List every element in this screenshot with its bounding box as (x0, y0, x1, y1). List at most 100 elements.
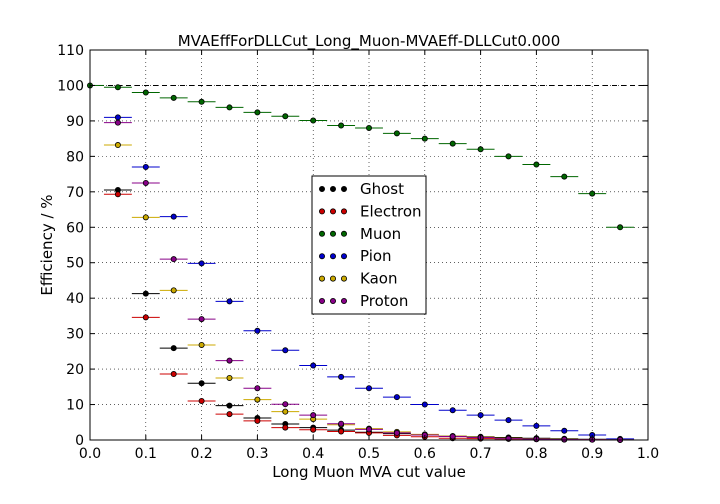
data-point (254, 396, 261, 403)
data-point (561, 436, 568, 443)
legend-box (311, 175, 427, 315)
data-series-layer (87, 82, 635, 443)
data-point (282, 408, 289, 415)
y-tick-label: 90 (66, 114, 84, 130)
data-point (338, 428, 345, 435)
data-point (170, 287, 177, 294)
x-tick-label: 0.7 (469, 446, 491, 462)
x-tick-label: 0.3 (246, 446, 268, 462)
legend-marker (329, 185, 336, 192)
x-tick-label: 0.4 (302, 446, 324, 462)
x-tick-label: 0.1 (135, 446, 157, 462)
data-point (561, 427, 568, 434)
data-point (114, 191, 121, 198)
data-point (142, 163, 149, 170)
y-tick-label: 60 (66, 220, 84, 236)
series-pion (103, 114, 635, 442)
data-point (226, 402, 233, 409)
data-point (226, 411, 233, 418)
legend-marker (340, 275, 347, 282)
y-tick-label: 70 (66, 185, 84, 201)
data-point (114, 142, 121, 149)
data-point (226, 374, 233, 381)
legend-marker (329, 230, 336, 237)
legend-marker (329, 208, 336, 215)
y-axis-label: Efficiency / % (38, 194, 56, 295)
x-tick-label: 1.0 (637, 446, 659, 462)
y-tick-label: 80 (66, 149, 84, 165)
legend-label: Ghost (360, 180, 404, 198)
chart-title: MVAEffForDLLCut_Long_Muon-MVAEff-DLLCut0… (178, 32, 561, 51)
data-point (282, 401, 289, 408)
data-point (282, 347, 289, 354)
legend-marker (318, 230, 325, 237)
axis-ticks: 0.0 0.1 0.2 0.3 0.4 0.5 0.6 0.7 0.8 0.9 1.0 0 10 20 30… (57, 43, 659, 462)
legend-label: Kaon (360, 270, 397, 288)
data-point (170, 94, 177, 101)
data-point (561, 173, 568, 180)
x-tick-label: 0.2 (190, 446, 212, 462)
x-axis-label: Long Muon MVA cut value (272, 463, 466, 481)
data-point (254, 417, 261, 424)
data-point (393, 429, 400, 436)
series-proton (103, 119, 635, 443)
legend-marker (329, 275, 336, 282)
data-point (617, 224, 624, 231)
data-point (142, 89, 149, 96)
data-point (226, 104, 233, 111)
data-point (114, 84, 121, 91)
data-point (282, 113, 289, 120)
data-point (170, 256, 177, 263)
data-point (198, 316, 205, 323)
data-point (226, 357, 233, 364)
data-point (338, 122, 345, 129)
data-point (477, 146, 484, 153)
data-point (198, 380, 205, 387)
x-tick-label: 0.8 (525, 446, 547, 462)
x-tick-label: 0.9 (581, 446, 603, 462)
data-point (310, 117, 317, 124)
data-point (310, 362, 317, 369)
x-tick-label: 0.6 (414, 446, 436, 462)
data-point (142, 214, 149, 221)
data-point (505, 153, 512, 160)
data-point (254, 385, 261, 392)
data-point (365, 426, 372, 433)
data-point (142, 314, 149, 321)
legend-marker (340, 208, 347, 215)
data-point (393, 394, 400, 401)
data-point (254, 109, 261, 116)
data-point (365, 385, 372, 392)
data-point (533, 161, 540, 168)
y-tick-label: 110 (57, 43, 84, 59)
data-point (421, 135, 428, 142)
legend-label: Proton (360, 292, 408, 310)
y-tick-label: 10 (66, 398, 84, 414)
y-tick-label: 30 (66, 327, 84, 343)
data-point (170, 345, 177, 352)
legend-marker (318, 185, 325, 192)
data-point (198, 341, 205, 348)
legend-marker (340, 297, 347, 304)
data-point (282, 424, 289, 431)
legend-marker (340, 185, 347, 192)
data-point (310, 412, 317, 419)
y-tick-label: 40 (66, 291, 84, 307)
legend-marker (318, 275, 325, 282)
legend-marker (329, 297, 336, 304)
legend-marker (329, 253, 336, 260)
data-point (254, 327, 261, 334)
data-point (365, 125, 372, 132)
data-point (449, 433, 456, 440)
data-point (449, 140, 456, 147)
data-point (393, 130, 400, 137)
legend-label: Pion (360, 247, 392, 265)
legend-marker (318, 208, 325, 215)
legend-label: Electron (360, 202, 422, 220)
data-point (226, 298, 233, 305)
data-point (338, 373, 345, 380)
data-point (198, 260, 205, 267)
data-point (198, 397, 205, 404)
data-point (505, 417, 512, 424)
legend-marker (318, 297, 325, 304)
